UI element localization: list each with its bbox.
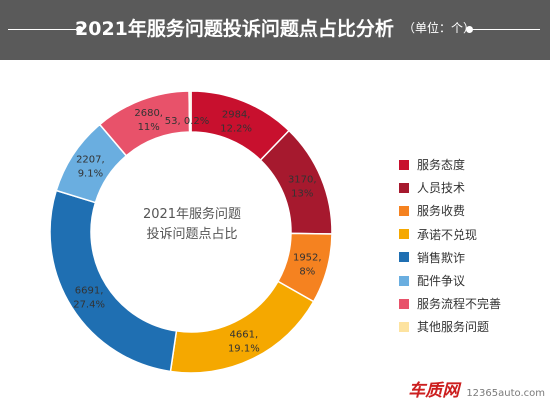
chart-legend: 服务态度人员技术服务收费承诺不兑现销售欺诈配件争议服务流程不完善 其他服务问题 — [399, 153, 549, 339]
data-label-staff-skill: 3170, 13% — [288, 175, 317, 200]
title-rule-left — [8, 29, 76, 30]
title-dot-left — [76, 26, 83, 33]
donut-center-label: 2021年服务问题 投诉问题点占比 — [112, 205, 272, 245]
donut-slices — [49, 90, 333, 374]
donut-data-labels: 2984, 12.2% 3170, 13% 1952, 8% 4661, 19.1% 6691,… — [73, 108, 321, 354]
legend-label-other-service: 其他服务问题 — [417, 320, 490, 335]
data-label-process-incomplete: 2680, 11% — [134, 108, 163, 133]
legend-label-service-attitude: 服务态度 — [417, 158, 466, 173]
watermark-domain: 12365auto.com — [466, 388, 545, 399]
legend-label-process-incomplete: 服务流程不完善 — [417, 297, 502, 312]
data-label-sales-fraud: 6691, 27.4% — [73, 285, 105, 310]
legend-swatch-other-service — [399, 321, 409, 332]
legend-item-service-attitude: 服务态度 — [399, 153, 549, 176]
legend-item-unfulfilled-promise: 承诺不兑现 — [399, 223, 549, 246]
legend-swatch-staff-skill — [399, 182, 409, 193]
data-label-service-attitude: 2984, 12.2% — [220, 109, 252, 134]
legend-swatch-service-attitude — [399, 159, 409, 170]
data-label-other-service: 53, 0.2% — [165, 116, 210, 127]
legend-swatch-unfulfilled-promise — [399, 229, 409, 240]
legend-label-sales-fraud: 销售欺诈 — [417, 250, 466, 265]
center-label-line-2: 投诉问题点占比 — [146, 227, 238, 242]
title-wrap: 2021年服务问题投诉问题点占比分析 （单位：个） — [0, 14, 550, 41]
center-label-line-1: 2021年服务问题 — [142, 207, 242, 222]
donut-slice-unfulfilled-promise — [169, 280, 315, 374]
legend-label-parts-dispute: 配件争议 — [417, 274, 466, 289]
data-label-parts-dispute: 2207, 9.1% — [76, 155, 105, 180]
watermark-brand: 车质网 — [408, 381, 460, 401]
legend-label-staff-skill: 人员技术 — [417, 181, 466, 196]
legend-item-service-fee: 服务收费 — [399, 199, 549, 222]
legend-swatch-sales-fraud — [399, 252, 409, 263]
watermark: 车质网 12365auto.com — [385, 376, 545, 401]
legend-swatch-service-fee — [399, 205, 409, 216]
donut-chart: 2984, 12.2% 3170, 13% 1952, 8% 4661, 19.1% 6691,… — [49, 90, 333, 374]
title-rule-right — [470, 29, 540, 30]
title-bar: 2021年服务问题投诉问题点占比分析 （单位：个） — [0, 0, 550, 60]
chart-title: 2021年服务问题投诉问题点占比分析 — [75, 18, 394, 40]
legend-item-parts-dispute: 配件争议 — [399, 269, 549, 292]
legend-item-process-incomplete: 服务流程不完善 — [399, 292, 549, 315]
title-dot-right — [466, 26, 473, 33]
legend-label-unfulfilled-promise: 承诺不兑现 — [417, 227, 478, 242]
data-label-unfulfilled-promise: 4661, 19.1% — [228, 329, 260, 354]
chart-unit: （单位：个） — [402, 21, 475, 35]
data-label-service-fee: 1952, 8% — [293, 253, 322, 278]
legend-item-staff-skill: 人员技术 — [399, 176, 549, 199]
legend-label-service-fee: 服务收费 — [417, 204, 466, 219]
legend-swatch-process-incomplete — [399, 298, 409, 309]
legend-swatch-parts-dispute — [399, 275, 409, 286]
donut-slice-other-service — [188, 90, 192, 133]
legend-item-other-service: 其他服务问题 — [399, 315, 549, 338]
legend-item-sales-fraud: 销售欺诈 — [399, 246, 549, 269]
